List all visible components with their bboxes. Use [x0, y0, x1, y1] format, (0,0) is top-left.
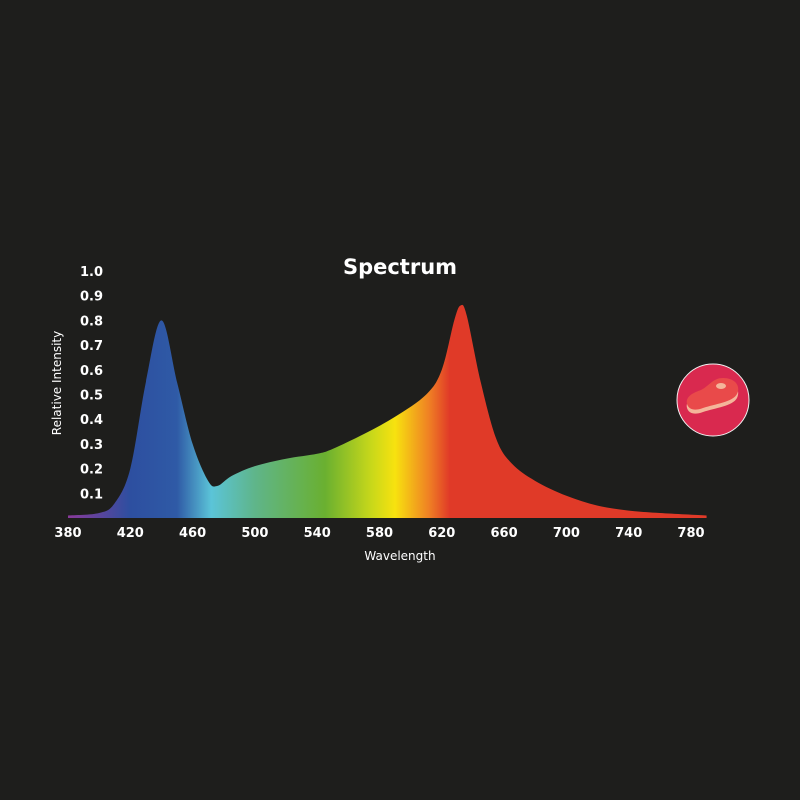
x-tick-label: 660 — [491, 526, 518, 541]
x-tick-label: 620 — [428, 526, 455, 541]
x-tick-label: 740 — [615, 526, 642, 541]
y-tick-label: 0.5 — [80, 389, 103, 404]
x-tick-label: 540 — [304, 526, 331, 541]
y-tick-label: 0.7 — [80, 339, 103, 354]
y-tick-label: 0.9 — [80, 290, 103, 305]
steak-icon — [686, 378, 739, 414]
y-tick-label: 0.1 — [80, 487, 103, 502]
x-tick-label: 780 — [677, 526, 704, 541]
x-ticks: 380 420 460 500 540 580 620 660 700 740 780 — [54, 526, 704, 541]
x-tick-label: 460 — [179, 526, 206, 541]
y-tick-label: 0.3 — [80, 438, 103, 453]
x-tick-label: 700 — [553, 526, 580, 541]
y-tick-label: 0.6 — [80, 364, 103, 379]
x-tick-label: 580 — [366, 526, 393, 541]
chart-title: Spectrum — [343, 255, 457, 279]
x-tick-label: 500 — [241, 526, 268, 541]
x-axis-label: Wavelength — [364, 549, 435, 563]
y-tick-label: 1.0 — [80, 265, 103, 280]
y-tick-label: 0.8 — [80, 314, 103, 329]
y-axis-label: Relative Intensity — [50, 331, 64, 435]
steak-badge — [676, 363, 750, 437]
y-ticks: 0.1 0.2 0.3 0.4 0.5 0.6 0.7 0.8 0.9 1.0 — [80, 265, 103, 502]
x-tick-label: 380 — [54, 526, 81, 541]
y-tick-label: 0.2 — [80, 463, 103, 478]
y-tick-label: 0.4 — [80, 413, 103, 428]
x-tick-label: 420 — [117, 526, 144, 541]
spectrum-area — [68, 304, 707, 518]
